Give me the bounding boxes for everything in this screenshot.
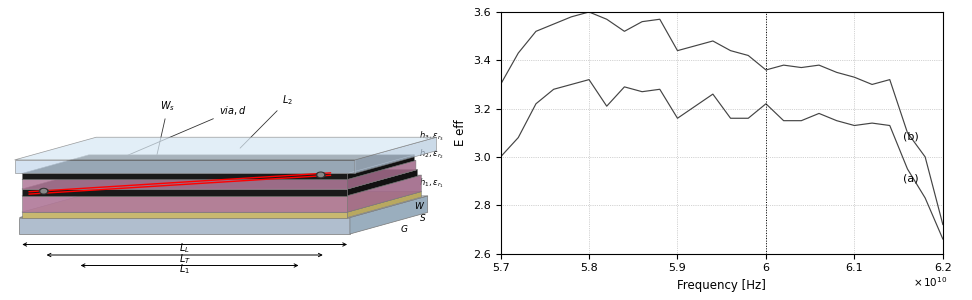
Text: $L_T$: $L_T$: [179, 252, 191, 266]
Polygon shape: [348, 155, 414, 179]
Y-axis label: E eff: E eff: [455, 119, 468, 146]
Text: $h_2, \varepsilon_{r_2}$: $h_2, \varepsilon_{r_2}$: [419, 148, 444, 161]
Polygon shape: [15, 160, 355, 173]
Polygon shape: [22, 192, 422, 212]
Polygon shape: [22, 173, 348, 179]
Polygon shape: [355, 137, 436, 173]
Text: $h_1, \varepsilon_{r_1}$: $h_1, \varepsilon_{r_1}$: [419, 177, 444, 190]
Text: (b): (b): [903, 132, 919, 142]
Text: $L_L$: $L_L$: [179, 242, 191, 255]
Circle shape: [318, 173, 324, 176]
Text: (a): (a): [903, 173, 919, 183]
Circle shape: [41, 190, 47, 193]
X-axis label: Frequency [Hz]: Frequency [Hz]: [677, 279, 766, 292]
Polygon shape: [348, 169, 418, 196]
Text: $L_1$: $L_1$: [179, 262, 191, 276]
Text: $L_2$: $L_2$: [240, 94, 293, 148]
Text: $W$: $W$: [414, 200, 426, 211]
Polygon shape: [19, 196, 428, 218]
Text: $G$: $G$: [399, 223, 408, 234]
Circle shape: [39, 188, 49, 194]
Text: $\times\,10^{10}$: $\times\,10^{10}$: [913, 275, 948, 289]
Polygon shape: [15, 137, 436, 160]
Polygon shape: [348, 192, 422, 218]
Polygon shape: [22, 189, 348, 196]
Polygon shape: [22, 175, 422, 196]
Polygon shape: [22, 160, 416, 179]
Text: $S$: $S$: [419, 212, 427, 223]
Text: $h_3, \varepsilon_{r_3}$: $h_3, \varepsilon_{r_3}$: [419, 129, 444, 143]
Polygon shape: [22, 155, 414, 173]
Polygon shape: [348, 175, 422, 212]
Polygon shape: [22, 169, 418, 189]
Polygon shape: [348, 160, 416, 189]
Polygon shape: [19, 218, 350, 234]
Polygon shape: [22, 179, 348, 189]
Circle shape: [317, 172, 326, 178]
Polygon shape: [350, 196, 428, 234]
Text: $W_s$: $W_s$: [156, 100, 175, 158]
Text: $via, d$: $via, d$: [47, 104, 246, 190]
Polygon shape: [22, 212, 348, 218]
Polygon shape: [22, 196, 348, 212]
